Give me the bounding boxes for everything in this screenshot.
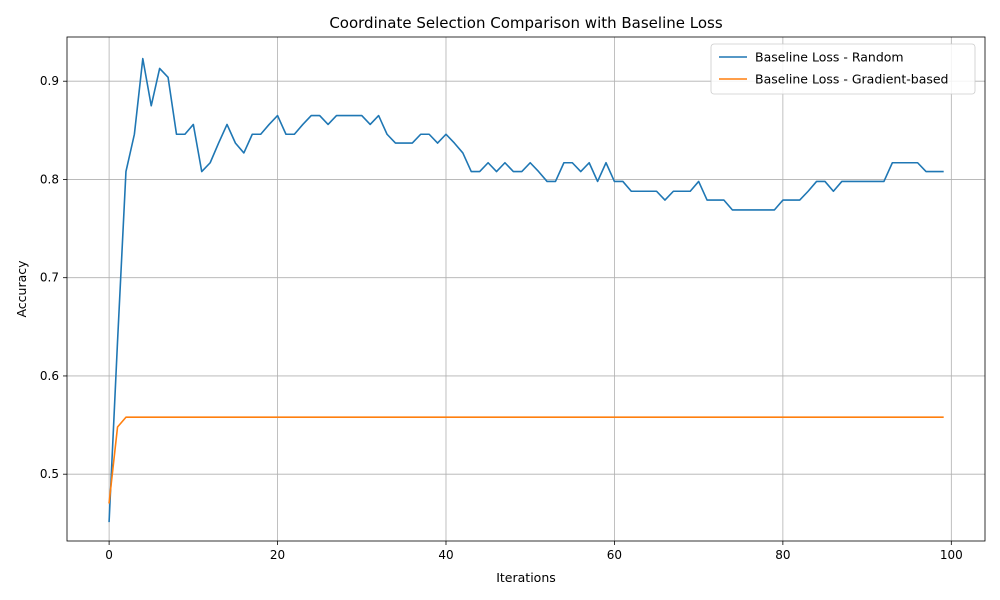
- x-tick-label: 100: [940, 548, 963, 562]
- y-tick-label: 0.7: [40, 271, 59, 285]
- legend-box: [710, 43, 976, 95]
- x-tick-label: 40: [438, 548, 453, 562]
- x-tick-label: 80: [775, 548, 790, 562]
- series-line-gradient-based: [108, 416, 944, 504]
- legend-label: Baseline Loss - Gradient-based: [755, 72, 949, 87]
- y-tick-label: 0.5: [40, 467, 59, 481]
- y-axis-label: Accuracy: [14, 260, 29, 318]
- x-tick-label: 20: [270, 548, 285, 562]
- series-line-random: [108, 57, 944, 523]
- legend-label: Baseline Loss - Random: [755, 50, 904, 65]
- y-tick-label: 0.9: [40, 74, 59, 88]
- x-tick-label: 0: [105, 548, 113, 562]
- x-axis-label: Iterations: [496, 570, 556, 585]
- y-tick-label: 0.6: [40, 369, 59, 383]
- tick-layer: 0 20 40 60 80 100 0.5 0.6 0.7 0.8 0.9: [40, 74, 963, 562]
- chart-title: Coordinate Selection Comparison with Bas…: [329, 14, 723, 32]
- plot-frame: [66, 36, 986, 542]
- y-tick-label: 0.8: [40, 172, 59, 186]
- grid-layer: [67, 37, 985, 541]
- series-layer: [108, 57, 944, 523]
- legend: Baseline Loss - Random Baseline Loss - Gr…: [710, 43, 976, 95]
- x-tick-label: 60: [607, 548, 622, 562]
